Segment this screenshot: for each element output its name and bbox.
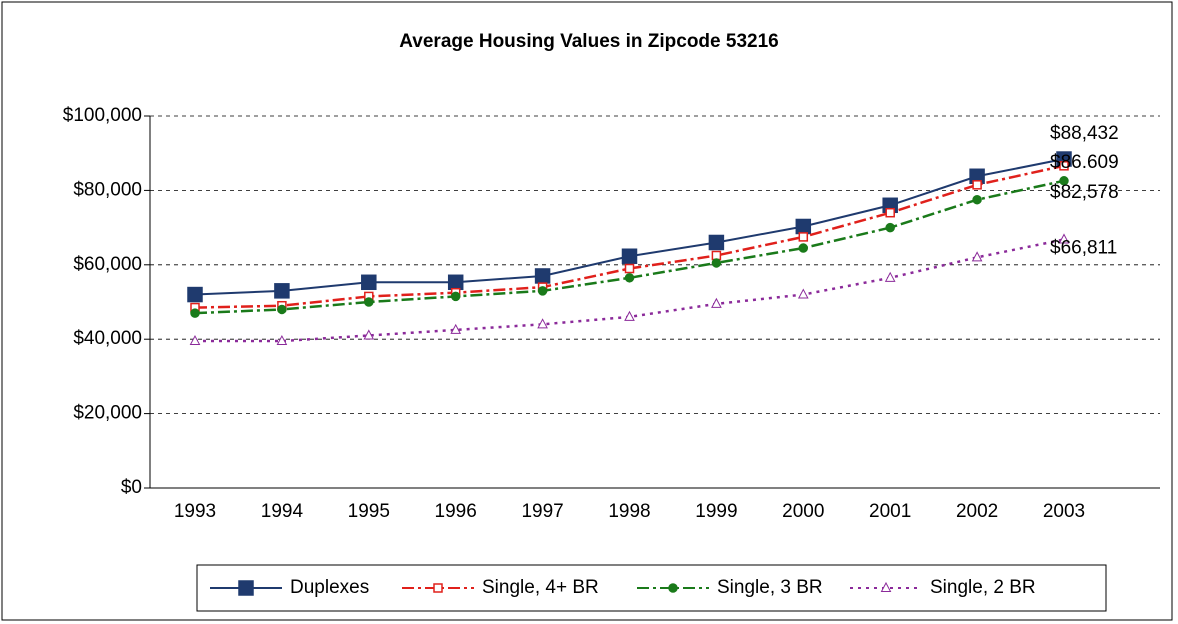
marker bbox=[1058, 233, 1070, 244]
marker bbox=[274, 283, 290, 299]
marker bbox=[361, 274, 377, 291]
y-tick-label: $0 bbox=[121, 477, 142, 498]
marker bbox=[534, 268, 551, 284]
data-label: $86.609 bbox=[1050, 152, 1119, 173]
marker bbox=[885, 207, 895, 218]
series-line bbox=[194, 179, 1065, 315]
marker bbox=[363, 329, 375, 340]
data-label: $66,811 bbox=[1050, 237, 1117, 258]
y-tick-label: $20,000 bbox=[73, 403, 142, 424]
data-label: $82,578 bbox=[1050, 182, 1119, 203]
marker bbox=[447, 274, 464, 291]
marker bbox=[450, 323, 462, 334]
marker bbox=[189, 334, 201, 346]
marker bbox=[711, 258, 722, 268]
x-tick-label: 1994 bbox=[261, 501, 304, 522]
x-tick-label: 2000 bbox=[782, 501, 824, 522]
y-tick-label: $60,000 bbox=[73, 254, 142, 275]
y-tick-label: $40,000 bbox=[73, 328, 142, 349]
legend-label: Single, 4+ BR bbox=[482, 577, 599, 598]
data-label: $88,432 bbox=[1050, 123, 1119, 144]
x-tick-label: 1999 bbox=[695, 501, 737, 522]
marker bbox=[276, 334, 288, 346]
marker bbox=[798, 232, 809, 242]
marker bbox=[624, 263, 635, 274]
marker bbox=[1059, 176, 1069, 186]
marker bbox=[971, 251, 983, 262]
marker bbox=[885, 222, 895, 233]
legend-marker bbox=[238, 580, 254, 596]
marker bbox=[364, 297, 374, 307]
marker bbox=[624, 310, 635, 321]
marker bbox=[1059, 161, 1069, 171]
legend-marker bbox=[880, 581, 892, 592]
y-tick-label: $100,000 bbox=[63, 105, 142, 126]
marker bbox=[277, 304, 287, 315]
legend-label: Duplexes bbox=[290, 577, 369, 598]
legend-box bbox=[196, 564, 1107, 612]
marker bbox=[190, 308, 200, 318]
legend-marker bbox=[668, 583, 678, 593]
x-tick-label: 1997 bbox=[521, 501, 563, 522]
x-tick-label: 2001 bbox=[869, 501, 911, 522]
legend-label: Single, 3 BR bbox=[717, 577, 823, 598]
marker bbox=[798, 243, 809, 253]
marker bbox=[708, 234, 725, 251]
x-tick-label: 1996 bbox=[435, 501, 477, 522]
marker bbox=[884, 271, 896, 282]
x-tick-label: 1993 bbox=[174, 501, 216, 522]
marker bbox=[797, 288, 809, 299]
marker bbox=[711, 297, 722, 308]
marker bbox=[972, 180, 982, 190]
marker bbox=[972, 194, 982, 205]
y-tick-label: $80,000 bbox=[73, 179, 142, 200]
series-line bbox=[195, 238, 1065, 343]
x-tick-label: 2002 bbox=[956, 501, 998, 522]
x-tick-label: 2003 bbox=[1043, 501, 1085, 522]
marker bbox=[624, 273, 635, 283]
marker bbox=[621, 248, 638, 264]
marker bbox=[795, 218, 812, 235]
marker bbox=[537, 318, 548, 329]
legend-marker bbox=[433, 583, 443, 593]
x-tick-label: 1998 bbox=[608, 501, 650, 522]
legend-label: Single, 2 BR bbox=[930, 577, 1036, 598]
marker bbox=[450, 291, 461, 302]
x-tick-label: 1995 bbox=[348, 501, 390, 522]
marker bbox=[187, 286, 203, 303]
chart-title: Average Housing Values in Zipcode 53216 bbox=[399, 31, 778, 52]
marker bbox=[537, 286, 548, 296]
